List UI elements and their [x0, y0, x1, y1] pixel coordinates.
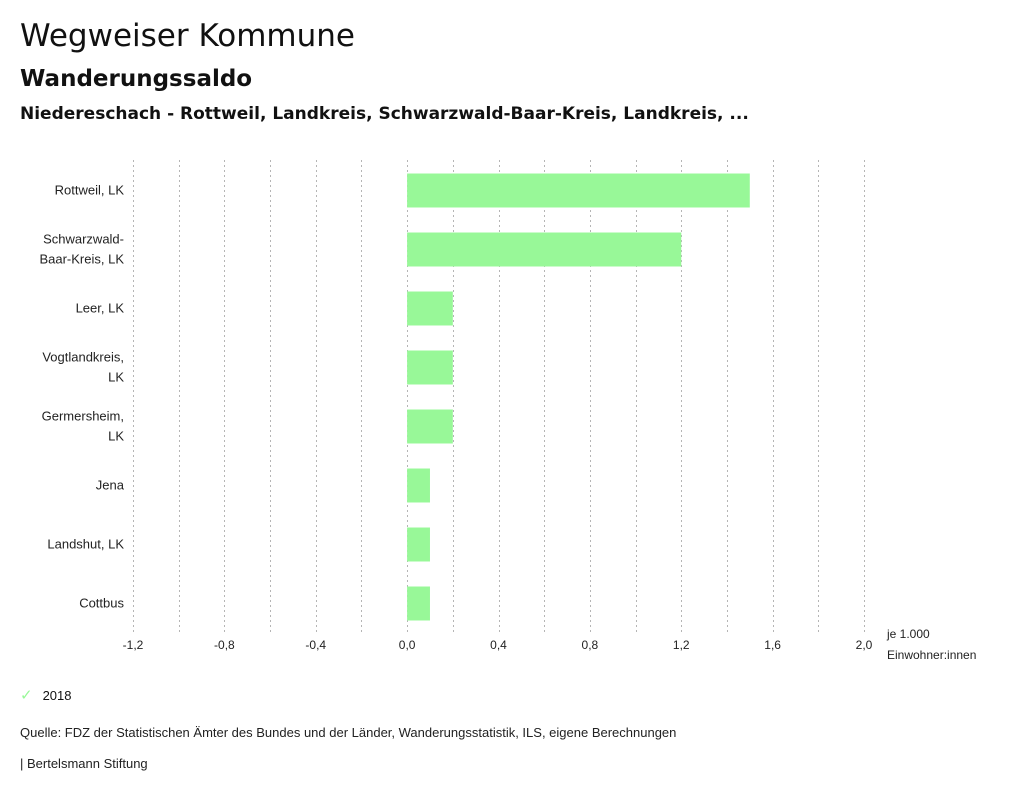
- source-note: Quelle: FDZ der Statistischen Ämter des …: [20, 725, 677, 740]
- x-tick-label: -0,4: [305, 638, 326, 652]
- bars: [407, 173, 750, 621]
- category-labels: Rottweil, LK Schwarzwald-Baar-Kreis, LK Le…: [39, 183, 124, 611]
- category-label: Leer, LK: [76, 301, 125, 316]
- bar: [407, 409, 453, 444]
- bar: [407, 173, 750, 208]
- x-tick-label: 1,6: [764, 638, 781, 652]
- x-tick-label: 0,0: [399, 638, 416, 652]
- bar: [407, 350, 453, 385]
- category-label: Landshut, LK: [47, 537, 124, 552]
- bar: [407, 527, 430, 562]
- region-selection: Niedereschach - Rottweil, Landkreis, Sch…: [20, 104, 749, 124]
- bar: [407, 232, 682, 267]
- x-tick-label: 1,2: [673, 638, 690, 652]
- x-axis-unit-line: Einwohner:innen: [887, 648, 976, 662]
- category-label: Rottweil, LK: [55, 183, 125, 198]
- x-tick-label: -1,2: [123, 638, 144, 652]
- credit-note[interactable]: | Bertelsmann Stiftung: [20, 756, 148, 771]
- bar-chart: Rottweil, LK Schwarzwald-Baar-Kreis, LK Le…: [39, 160, 976, 662]
- chart-subtitle: Wanderungssaldo: [20, 66, 253, 92]
- legend-item-2018[interactable]: ✓ 2018: [20, 686, 72, 704]
- x-axis-unit-label: je 1.000 Einwohner:innen: [886, 627, 976, 662]
- x-axis-tick-labels: -1,2 -0,8 -0,4 0,0 0,4 0,8 1,2 1,6 2,0: [123, 638, 873, 652]
- x-tick-label: 2,0: [856, 638, 873, 652]
- category-label: Jena: [96, 478, 125, 493]
- legend-label: 2018: [42, 687, 72, 703]
- page-title: Wegweiser Kommune: [20, 18, 355, 54]
- x-tick-label: -0,8: [214, 638, 235, 652]
- x-axis-unit-line: je 1.000: [886, 627, 930, 641]
- bar: [407, 586, 430, 621]
- gridlines: [133, 160, 865, 632]
- category-label: Germersheim, LK: [42, 409, 125, 444]
- check-icon: ✓: [20, 687, 33, 704]
- bar: [407, 291, 453, 326]
- x-tick-label: 0,4: [490, 638, 507, 652]
- category-label: Vogtlandkreis, LK: [42, 350, 124, 385]
- x-tick-label: 0,8: [582, 638, 599, 652]
- bar: [407, 468, 430, 503]
- category-label: Cottbus: [79, 596, 124, 611]
- category-label: Schwarzwald-Baar-Kreis, LK: [39, 232, 124, 267]
